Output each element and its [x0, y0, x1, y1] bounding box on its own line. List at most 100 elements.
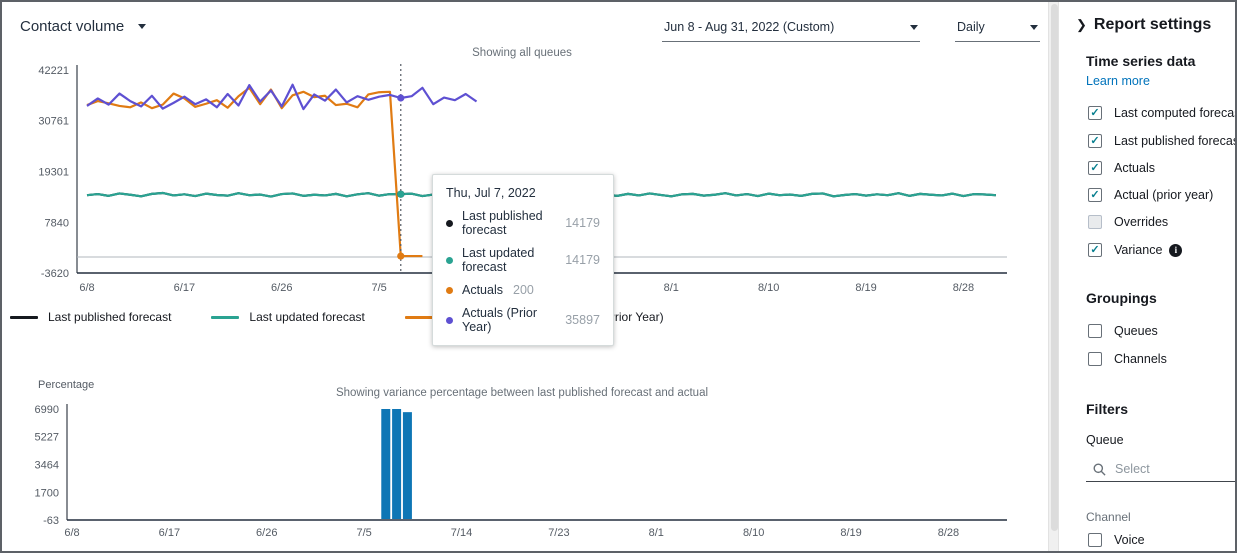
checkbox-row-overrides: Overrides — [1088, 215, 1168, 229]
svg-text:6/26: 6/26 — [271, 282, 292, 294]
svg-text:6/26: 6/26 — [256, 527, 277, 539]
metric-select[interactable]: Contact volume — [20, 18, 147, 35]
series-dot-icon — [446, 256, 453, 264]
learn-more-link[interactable]: Learn more — [1086, 74, 1150, 88]
series-dot-icon — [446, 219, 453, 227]
checkbox-last-computed-forecast[interactable]: ✓ — [1088, 106, 1102, 120]
legend-label: Last updated forecast — [249, 310, 365, 324]
chevron-down-icon — [138, 24, 147, 29]
variance-info-icon[interactable]: i — [1169, 243, 1183, 257]
report-settings-title: Report settings — [1093, 16, 1212, 33]
tooltip-date: Thu, Jul 7, 2022 — [446, 186, 536, 200]
svg-text:6/17: 6/17 — [174, 282, 195, 294]
queue-filter-input[interactable] — [1115, 462, 1225, 476]
checkbox-actual-prior-year[interactable]: ✓ — [1088, 188, 1102, 202]
legend-label: Last published forecast — [48, 310, 172, 324]
svg-text:7/23: 7/23 — [548, 527, 569, 539]
svg-text:8/10: 8/10 — [758, 282, 779, 294]
chevron-down-icon — [1030, 24, 1038, 30]
svg-text:7840: 7840 — [45, 217, 69, 229]
checkbox-channels[interactable] — [1088, 352, 1102, 366]
checkbox-label: Last computed forecast — [1114, 106, 1235, 120]
legend-item: Last updated forecast — [211, 310, 365, 324]
checkbox-voice[interactable] — [1088, 533, 1102, 547]
checkbox-actuals[interactable]: ✓ — [1088, 161, 1102, 175]
series-dot-icon — [446, 316, 453, 324]
svg-text:7/14: 7/14 — [451, 527, 472, 539]
checkbox-row-actual-prior-year: ✓ Actual (prior year) — [1088, 188, 1213, 202]
channel-filter-label: Channel — [1086, 510, 1131, 524]
checkbox-row-channels: Channels — [1088, 352, 1167, 366]
svg-text:8/19: 8/19 — [840, 527, 861, 539]
checkbox-row-actuals: ✓ Actuals — [1088, 161, 1155, 175]
checkbox-last-published-forecast[interactable]: ✓ — [1088, 134, 1102, 148]
svg-text:1700: 1700 — [35, 487, 59, 499]
vertical-scrollbar[interactable] — [1048, 2, 1059, 551]
tooltip-series-value: 14179 — [565, 253, 600, 267]
tooltip-row: Last updated forecast 14179 — [446, 246, 600, 274]
legend-item: Last published forecast — [10, 310, 171, 324]
variance-chart-title: Showing variance percentage between last… — [335, 387, 709, 399]
variance-y-axis-label: Percentage — [38, 379, 95, 391]
queue-filter-select[interactable] — [1086, 457, 1235, 482]
legend-line-swatch — [404, 315, 433, 319]
granularity-value: Daily — [957, 20, 985, 34]
checkbox-label: Variance — [1114, 243, 1163, 257]
legend-line-swatch — [10, 315, 38, 319]
tooltip-row: Actuals 200 — [446, 283, 600, 297]
checkbox-label: Actual (prior year) — [1114, 188, 1214, 202]
checkbox-queues[interactable] — [1088, 324, 1102, 338]
volume-chart-title: Showing all queues — [472, 47, 572, 59]
svg-text:8/1: 8/1 — [649, 527, 664, 539]
svg-text:5227: 5227 — [35, 432, 59, 444]
queue-filter-label: Queue — [1086, 433, 1124, 447]
tooltip-series-label: Last updated forecast — [462, 246, 535, 274]
svg-text:42221: 42221 — [38, 65, 69, 77]
checkbox-row-voice: Voice — [1088, 533, 1145, 547]
svg-text:6990: 6990 — [35, 404, 59, 416]
svg-text:30761: 30761 — [38, 116, 69, 128]
svg-text:7/5: 7/5 — [356, 527, 371, 539]
date-range-value: Jun 8 - Aug 31, 2022 (Custom) — [664, 20, 835, 34]
tooltip-series-value: 200 — [513, 283, 534, 297]
tooltip-row: Last published forecast 14179 — [446, 209, 600, 237]
checkbox-row-last-computed-forecast: ✓ Last computed forecast — [1088, 106, 1235, 120]
svg-text:8/28: 8/28 — [938, 527, 959, 539]
checkbox-variance[interactable]: ✓ — [1088, 243, 1102, 257]
checkbox-label: Queues — [1114, 324, 1158, 338]
tooltip-row: Actuals (Prior Year) 35897 — [446, 306, 600, 334]
svg-text:6/17: 6/17 — [159, 527, 180, 539]
checkbox-label: Actuals — [1114, 161, 1155, 175]
filters-heading: Filters — [1086, 401, 1129, 417]
scrollbar-thumb[interactable] — [1050, 4, 1058, 532]
svg-text:8/10: 8/10 — [743, 527, 764, 539]
svg-text:-63: -63 — [43, 515, 59, 527]
checkbox-row-queues: Queues — [1088, 324, 1158, 338]
checkbox-overrides[interactable] — [1088, 215, 1102, 229]
tooltip-series-value: 14179 — [565, 216, 600, 230]
checkbox-label: Overrides — [1114, 215, 1169, 229]
chevron-down-icon — [910, 24, 918, 30]
report-settings-panel: ❯ Report settings Time series data Learn… — [1059, 2, 1235, 551]
svg-text:8/19: 8/19 — [855, 282, 876, 294]
tooltip-series-label: Actuals (Prior Year) — [462, 306, 538, 334]
checkbox-label: Last published forecast — [1114, 134, 1235, 148]
svg-text:6/8: 6/8 — [64, 527, 79, 539]
svg-text:19301: 19301 — [38, 166, 69, 178]
svg-text:6/8: 6/8 — [79, 282, 94, 294]
tooltip-series-label: Last published forecast — [462, 209, 543, 237]
granularity-select[interactable]: Daily — [955, 16, 1040, 42]
chart-tooltip: Thu, Jul 7, 2022 Last published forecast… — [432, 174, 614, 346]
report-settings-header[interactable]: ❯ Report settings — [1076, 16, 1211, 34]
legend-line-swatch — [211, 315, 240, 319]
svg-text:8/28: 8/28 — [953, 282, 974, 294]
search-icon — [1093, 463, 1106, 476]
time-series-heading: Time series data — [1086, 53, 1196, 69]
checkbox-label: Channels — [1114, 352, 1167, 366]
tooltip-series-label: Actuals — [462, 283, 503, 297]
chevron-right-icon: ❯ — [1076, 17, 1087, 32]
checkbox-label: Voice — [1114, 533, 1145, 547]
series-dot-icon — [446, 286, 453, 294]
date-range-select[interactable]: Jun 8 - Aug 31, 2022 (Custom) — [662, 16, 920, 42]
